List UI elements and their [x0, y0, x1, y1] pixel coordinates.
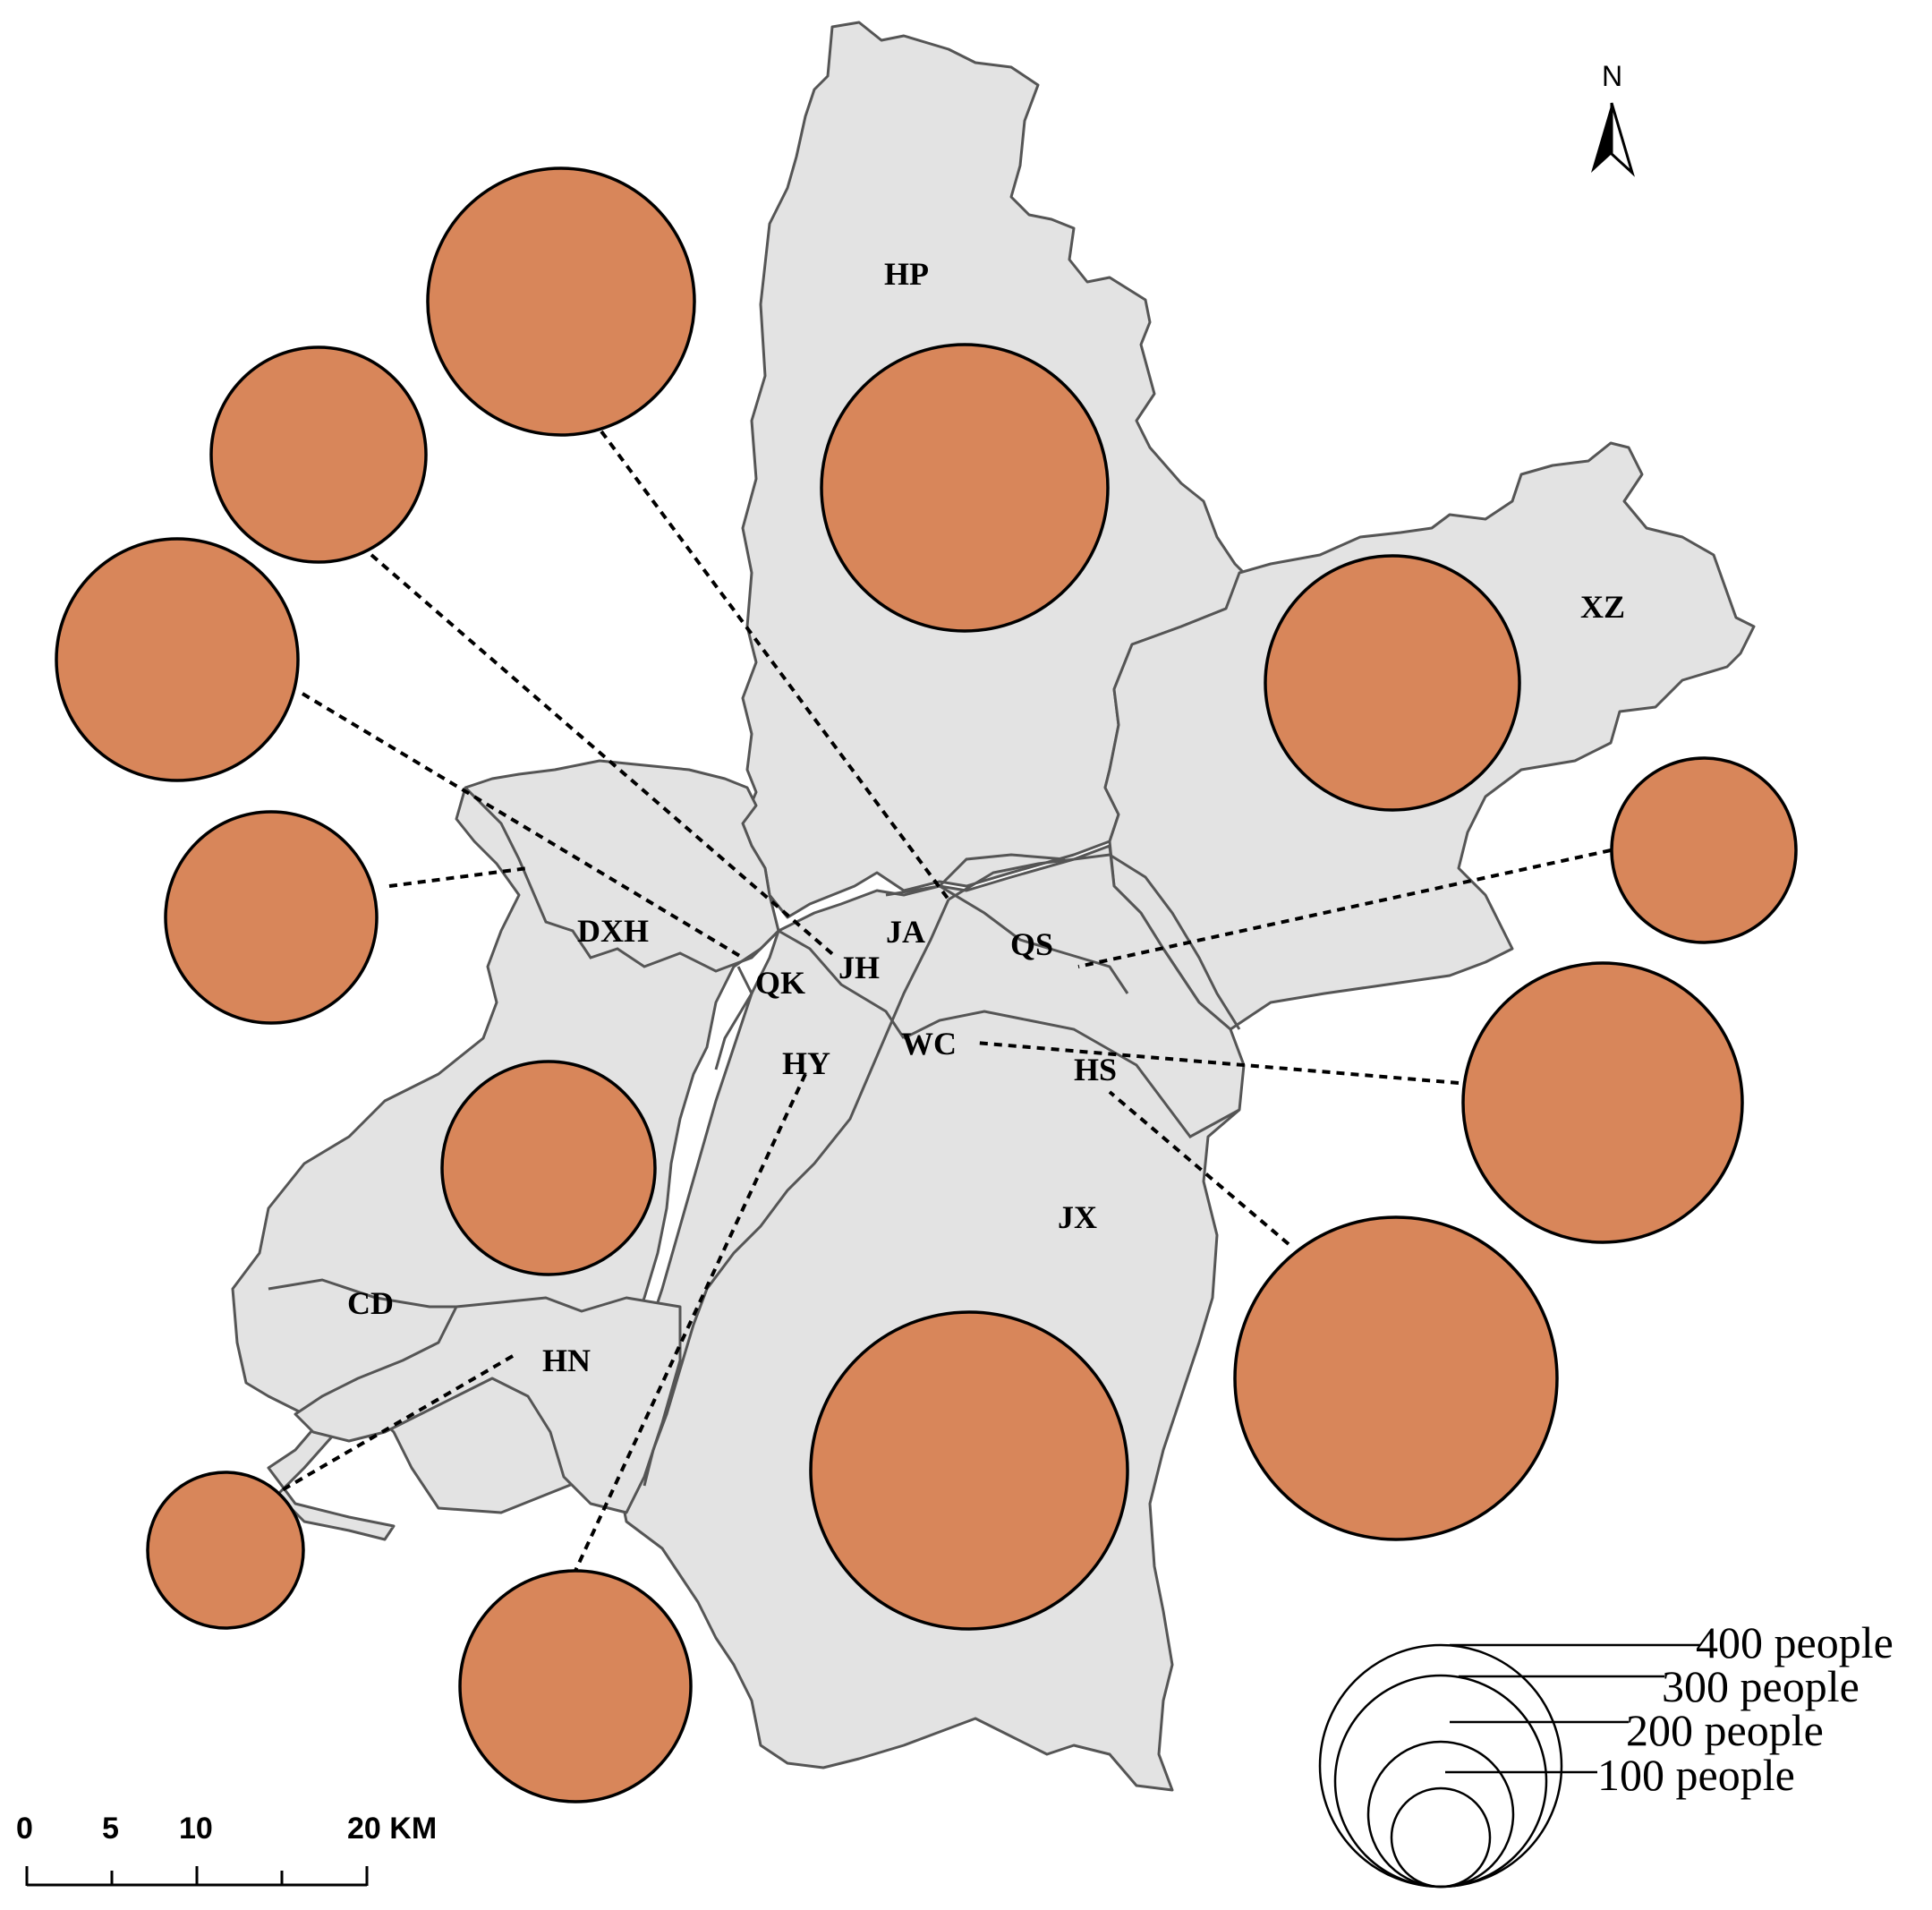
bubble-xz	[1264, 554, 1521, 812]
north-arrow-right-half-icon	[1610, 102, 1635, 177]
label-cd: CD	[347, 1285, 394, 1321]
legend-label-300: 300 people	[1662, 1661, 1860, 1711]
bubble-hn	[146, 1471, 305, 1630]
bubble-hy	[458, 1569, 693, 1803]
label-qs: QS	[1010, 926, 1053, 962]
leader-lines	[280, 430, 1612, 1572]
legend-circle-200	[1366, 1740, 1515, 1889]
scale-tick-5: 5	[102, 1812, 119, 1846]
region-hn	[294, 1296, 682, 1514]
bubble-qk	[55, 537, 300, 782]
label-xz: XZ	[1580, 589, 1625, 625]
legend-label-400: 400 people	[1696, 1617, 1894, 1667]
label-ja: JA	[886, 914, 925, 950]
bubble-ja	[426, 166, 696, 437]
label-dxh: DXH	[577, 913, 649, 949]
legend-label-100: 100 people	[1597, 1750, 1795, 1800]
north-arrow: N	[1591, 60, 1635, 177]
scale-tick-0: 0	[16, 1812, 33, 1846]
bubble-jh	[209, 345, 428, 564]
bubble-hs	[1233, 1215, 1559, 1541]
label-qk: QK	[755, 965, 805, 1001]
bubble-dxh	[164, 810, 379, 1025]
label-hp: HP	[884, 256, 929, 292]
internal-boundaries	[268, 786, 1241, 1487]
bubble-qs	[1610, 756, 1798, 944]
bubble-wc	[1461, 961, 1744, 1244]
legend: 400 people 300 people 200 people 100 peo…	[1318, 1617, 1894, 1889]
scale-bar: 0 5 10 20 KM	[16, 1812, 437, 1887]
legend-circle-100	[1390, 1786, 1492, 1889]
legend-circle-400	[1318, 1643, 1563, 1889]
yangtze-river	[643, 899, 950, 1487]
legend-circle-300	[1333, 1674, 1548, 1889]
north-label: N	[1602, 60, 1622, 92]
label-jh: JH	[838, 950, 880, 985]
label-jx: JX	[1058, 1199, 1097, 1235]
legend-label-200: 200 people	[1626, 1705, 1824, 1755]
scale-tick-10: 10	[179, 1812, 213, 1846]
label-hs: HS	[1074, 1052, 1117, 1087]
label-hn: HN	[542, 1343, 591, 1378]
label-wc: WC	[901, 1026, 957, 1062]
district-labels: HP XZ JA QS DXH JH QK WC HY HS JX CD HN	[347, 256, 1625, 1378]
bubble-cd	[440, 1060, 657, 1276]
bubbles	[55, 166, 1798, 1803]
bubble-jx	[809, 1310, 1129, 1631]
north-arrow-left-half-icon	[1591, 103, 1612, 173]
scale-tick-20km: 20 KM	[347, 1812, 437, 1846]
label-hy: HY	[782, 1045, 830, 1081]
bubble-hp	[820, 343, 1110, 633]
